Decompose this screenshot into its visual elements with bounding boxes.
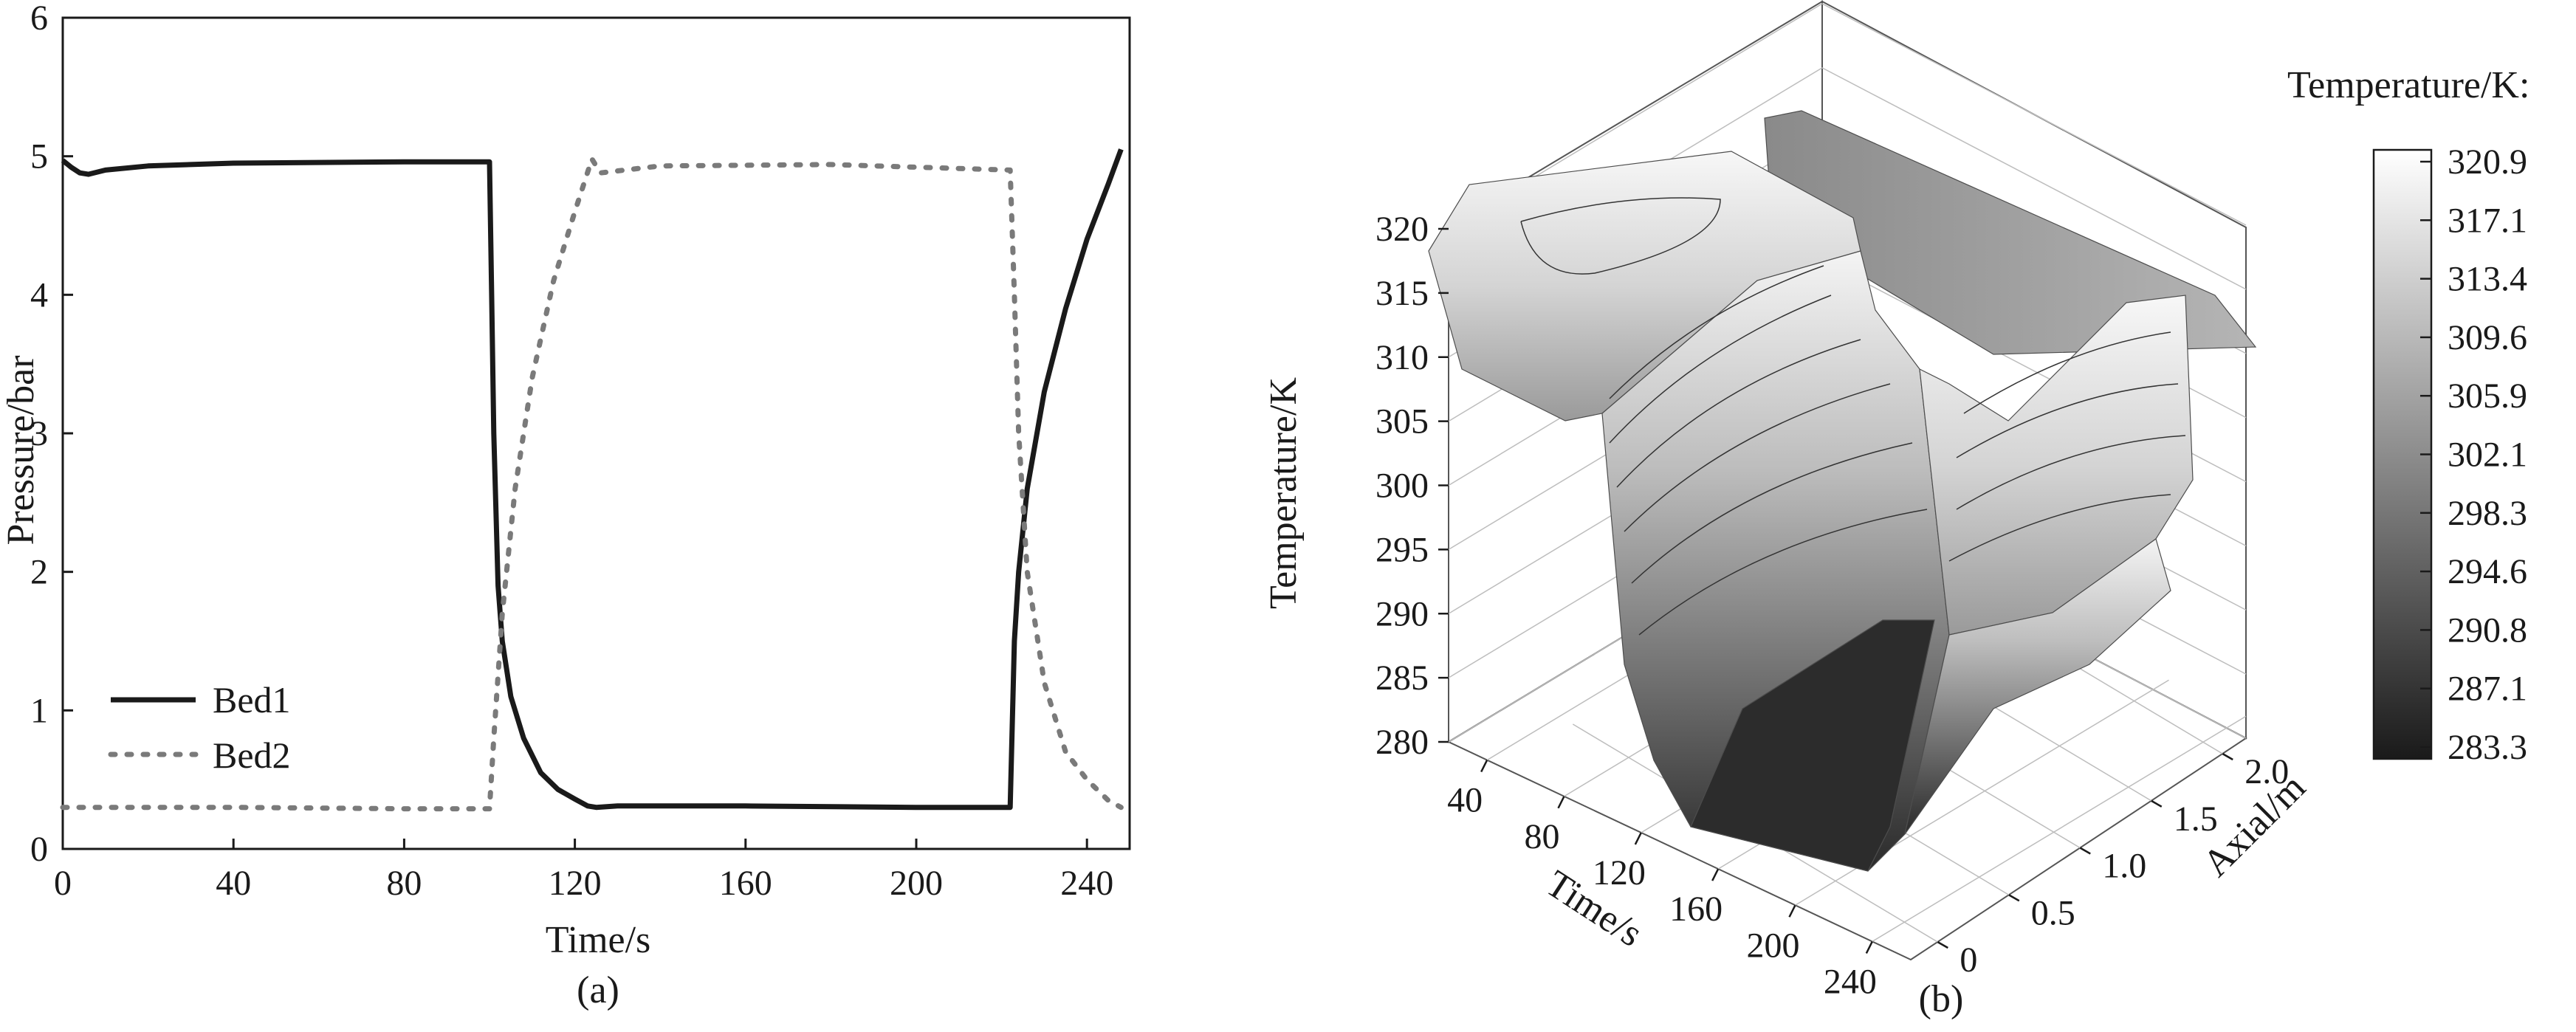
x3d-tick-label: 80 xyxy=(1525,817,1560,856)
legend: Bed1 Bed2 xyxy=(108,679,291,776)
x3d-tick-mark xyxy=(1711,868,1720,881)
gridline xyxy=(1872,715,2247,943)
x3d-tick-mark xyxy=(1634,832,1642,845)
x3d-tick-label: 40 xyxy=(1447,781,1483,820)
z-tick-label: 305 xyxy=(1375,402,1429,441)
surface-well-floor xyxy=(1690,619,1935,872)
colorbar-tick-label: 313.4 xyxy=(2448,260,2527,299)
x-tick-label: 160 xyxy=(719,864,772,903)
z-tick-label: 280 xyxy=(1375,723,1429,762)
x3d-tick-label: 200 xyxy=(1747,926,1800,965)
gridline xyxy=(1821,3,2247,226)
series-line-bed2 xyxy=(60,156,1124,812)
colorbar-tick-label: 302.1 xyxy=(2448,436,2527,475)
y3d-tick-mark xyxy=(2222,752,2233,761)
y3d-tick-mark xyxy=(1937,940,1948,949)
surface-right-well xyxy=(1904,538,2171,835)
x-tick-label: 120 xyxy=(549,864,602,903)
y3d-tick-label: 0.5 xyxy=(2031,893,2075,932)
z-tick-label: 285 xyxy=(1375,658,1429,698)
y3d-tick-mark xyxy=(2151,799,2163,808)
z-tick-label: 290 xyxy=(1375,594,1429,633)
z-axis-label: Temperature/K xyxy=(1263,377,1305,609)
x-tick-label: 0 xyxy=(54,864,72,903)
x-tick-label: 200 xyxy=(890,864,943,903)
y3d-tick-mark xyxy=(2008,894,2020,902)
colorbar: Temperature/K: 320.9 317.1 313.4 309.6 305.9… xyxy=(2287,64,2529,767)
x-tick-label: 240 xyxy=(1060,864,1113,903)
z-tick-label: 315 xyxy=(1375,274,1429,313)
surface-contour-lines xyxy=(1520,197,2186,636)
x3d-tick-mark xyxy=(1865,940,1873,954)
colorbar-tick-label: 317.1 xyxy=(2448,201,2527,240)
colorbar-tick-label: 309.6 xyxy=(2448,318,2527,357)
z-tick-label: 300 xyxy=(1375,467,1429,506)
temperature-surface-chart: 280 285 290 295 300 305 310 315 320 40 80 120 160 200… xyxy=(1263,0,2529,1020)
y-tick-label: 3 xyxy=(30,414,48,453)
legend-label-bed2: Bed2 xyxy=(213,735,291,776)
x3d-tick-label: 240 xyxy=(1824,962,1877,1001)
colorbar-tick-label: 305.9 xyxy=(2448,376,2527,416)
plot-area-frame xyxy=(61,16,1131,850)
x-tick-label: 40 xyxy=(216,864,251,903)
y-tick-label: 1 xyxy=(30,691,48,730)
colorbar-tick-label: 283.3 xyxy=(2448,728,2527,767)
y-axis-label: Pressure/bar xyxy=(0,355,42,545)
y3d-tick-label: 1.5 xyxy=(2174,799,2218,839)
x3d-tick-mark xyxy=(1480,760,1488,773)
z-tick-label: 320 xyxy=(1375,210,1429,249)
pressure-chart: 0 40 80 120 160 200 240 0 1 2 3 4 5 6 Pressure/bar Ti… xyxy=(0,0,1131,1011)
y-tick-label: 6 xyxy=(30,0,48,38)
temperature-surface xyxy=(1428,110,2257,872)
x3d-tick-label: 160 xyxy=(1669,890,1723,929)
series-line-bed1 xyxy=(61,148,1124,811)
legend-label-bed1: Bed1 xyxy=(213,679,291,720)
x3d-tick-mark xyxy=(1557,796,1565,809)
y3d-tick-mark xyxy=(2079,847,2091,855)
z-tick-label: 295 xyxy=(1375,530,1429,569)
y3d-tick-label: 2.0 xyxy=(2244,752,2289,791)
colorbar-tick-label: 294.6 xyxy=(2448,552,2527,591)
z-tick-label: 310 xyxy=(1375,338,1429,377)
y-tick-label: 2 xyxy=(30,553,48,592)
y3d-tick-label: 1.0 xyxy=(2102,847,2146,886)
x3d-tick-label: 120 xyxy=(1593,853,1646,892)
colorbar-title: Temperature/K: xyxy=(2287,64,2529,106)
x3d-tick-mark xyxy=(1788,904,1796,918)
panel-caption-b: (b) xyxy=(1919,978,1964,1020)
y-tick-label: 0 xyxy=(30,830,48,869)
y-tick-label: 5 xyxy=(30,137,48,176)
colorbar-tick-label: 298.3 xyxy=(2448,494,2527,533)
x-tick-label: 80 xyxy=(386,864,422,903)
colorbar-tick-label: 290.8 xyxy=(2448,610,2527,650)
gridline xyxy=(1821,67,2247,290)
panel-caption-a: (a) xyxy=(577,969,619,1011)
colorbar-tick-label: 287.1 xyxy=(2448,670,2527,709)
y3d-tick-label: 0 xyxy=(1960,940,1977,980)
y-tick-label: 4 xyxy=(30,275,48,314)
x-axis-label: Time/s xyxy=(546,919,651,961)
colorbar-tick-label: 320.9 xyxy=(2448,142,2527,182)
